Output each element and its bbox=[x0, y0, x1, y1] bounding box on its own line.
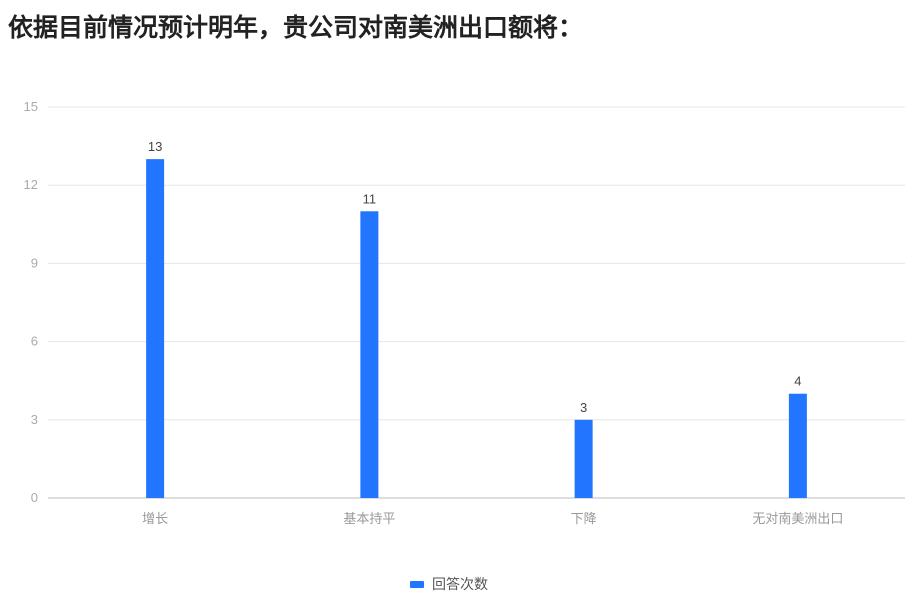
data-label: 13 bbox=[148, 139, 162, 154]
x-tick-label: 无对南美洲出口 bbox=[752, 511, 843, 526]
bar[interactable] bbox=[788, 393, 807, 498]
data-label: 4 bbox=[794, 374, 801, 389]
x-tick-label: 增长 bbox=[142, 511, 168, 526]
legend-label: 回答次数 bbox=[432, 576, 488, 592]
y-tick-label: 3 bbox=[31, 412, 38, 427]
y-tick-label: 9 bbox=[31, 255, 38, 270]
y-tick-label: 0 bbox=[31, 490, 38, 505]
x-tick-label: 下降 bbox=[571, 511, 597, 526]
data-label: 3 bbox=[580, 400, 587, 415]
chart-title: 依据目前情况预计明年，贵公司对南美洲出口额将： bbox=[8, 14, 584, 42]
legend-swatch bbox=[410, 580, 424, 588]
bar[interactable] bbox=[360, 211, 379, 498]
data-label: 11 bbox=[363, 191, 377, 206]
bar[interactable] bbox=[574, 419, 593, 498]
x-tick-label: 基本持平 bbox=[343, 511, 395, 526]
legend[interactable]: 回答次数 bbox=[410, 574, 488, 594]
y-tick-label: 6 bbox=[31, 334, 38, 349]
y-tick-label: 12 bbox=[24, 177, 38, 192]
bar[interactable] bbox=[146, 159, 165, 498]
y-tick-label: 15 bbox=[24, 99, 38, 114]
